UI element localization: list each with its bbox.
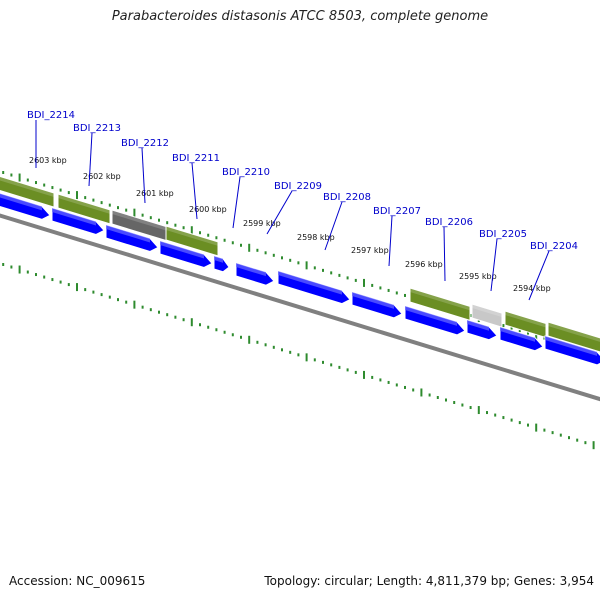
gene-leader-line: [266, 190, 293, 235]
gene-label: BDI_2208: [323, 192, 371, 203]
gene-leader-line: [388, 215, 393, 267]
gene-leader-line: [443, 226, 446, 282]
map-title: Parabacteroides distasonis ATCC 8503, co…: [111, 9, 489, 24]
gene-label: BDI_2211: [172, 153, 220, 164]
tick-label: 2601 kbp: [136, 189, 174, 198]
cds-arrow-highlight: [236, 263, 266, 277]
gene-label: BDI_2204: [530, 241, 578, 252]
gene-label: BDI_2205: [479, 229, 527, 240]
cds-arrow-highlight: [352, 292, 394, 309]
cds-arrow-highlight: [278, 271, 342, 295]
gene-block-highlight: [58, 194, 110, 214]
tick-label: 2603 kbp: [29, 156, 67, 165]
gene-block-highlight: [166, 226, 218, 246]
gene-block-highlight: [548, 322, 600, 342]
gene-block: [0, 176, 55, 208]
tick-label: 2596 kbp: [405, 260, 443, 269]
cds-arrow-highlight: [0, 193, 42, 211]
gene-block: [57, 193, 111, 225]
gene-block-highlight: [410, 288, 470, 311]
gene-leader-line: [141, 147, 146, 204]
gene-label: BDI_2209: [274, 181, 322, 192]
tick-label: 2599 kbp: [243, 219, 281, 228]
cds-arrow-highlight: [545, 336, 597, 356]
pseudogene-block-highlight: [472, 304, 502, 318]
genome-summary-text: Topology: circular; Length: 4,811,379 bp…: [264, 574, 594, 588]
gene-leader-line: [232, 176, 241, 229]
gene-label: BDI_2207: [373, 206, 421, 217]
tick-label: 2597 kbp: [351, 246, 389, 255]
tick-label: 2602 kbp: [83, 172, 121, 181]
cds-arrow-highlight: [214, 256, 223, 263]
gene-block: [547, 321, 600, 353]
tick-label: 2595 kbp: [459, 272, 497, 281]
tick-label: 2600 kbp: [189, 205, 227, 214]
gene-block-highlight: [505, 311, 546, 328]
gene-block: [165, 225, 219, 257]
gene-leader-line: [490, 238, 498, 292]
cds-arrow-highlight: [106, 225, 150, 243]
gene-label: BDI_2213: [73, 123, 121, 134]
cds-arrow-highlight: [467, 320, 489, 331]
cds-arrow-highlight: [52, 208, 96, 226]
gene-leader-line: [528, 250, 550, 301]
gene-label: BDI_2214: [27, 110, 75, 121]
gene-leader-line: [88, 132, 93, 187]
tick-label: 2594 kbp: [513, 284, 551, 293]
tick-label: 2598 kbp: [297, 233, 335, 242]
gene-label: BDI_2212: [121, 138, 169, 149]
accession-text: Accession: NC_009615: [9, 574, 146, 588]
gene-leader-line: [324, 201, 343, 251]
cds-arrow-highlight: [160, 241, 204, 259]
gene-leader-line: [191, 162, 198, 220]
pseudogene-block: [111, 209, 167, 242]
cds-arrow-highlight: [500, 327, 535, 342]
gene-block-highlight: [0, 176, 54, 198]
pseudogene-block-highlight: [112, 210, 166, 231]
gene-label: BDI_2210: [222, 167, 270, 178]
genome-backbone: [0, 213, 600, 402]
cds-arrow-highlight: [405, 306, 457, 326]
gene-label: BDI_2206: [425, 217, 473, 228]
gene-block: [409, 287, 471, 322]
